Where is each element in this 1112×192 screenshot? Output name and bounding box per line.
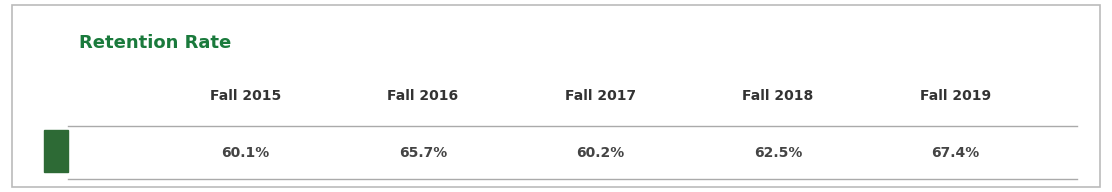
FancyBboxPatch shape: [12, 5, 1100, 187]
Text: Retention Rate: Retention Rate: [79, 34, 231, 52]
Text: Fall 2019: Fall 2019: [920, 89, 991, 103]
Bar: [43, 130, 68, 172]
Text: 67.4%: 67.4%: [931, 146, 980, 160]
Text: Fall 2018: Fall 2018: [742, 89, 814, 103]
Text: 60.2%: 60.2%: [576, 146, 625, 160]
Text: Fall 2016: Fall 2016: [387, 89, 458, 103]
Text: Fall 2017: Fall 2017: [565, 89, 636, 103]
Text: 65.7%: 65.7%: [399, 146, 447, 160]
Text: Fall 2015: Fall 2015: [210, 89, 281, 103]
Text: 60.1%: 60.1%: [221, 146, 269, 160]
Text: 62.5%: 62.5%: [754, 146, 802, 160]
